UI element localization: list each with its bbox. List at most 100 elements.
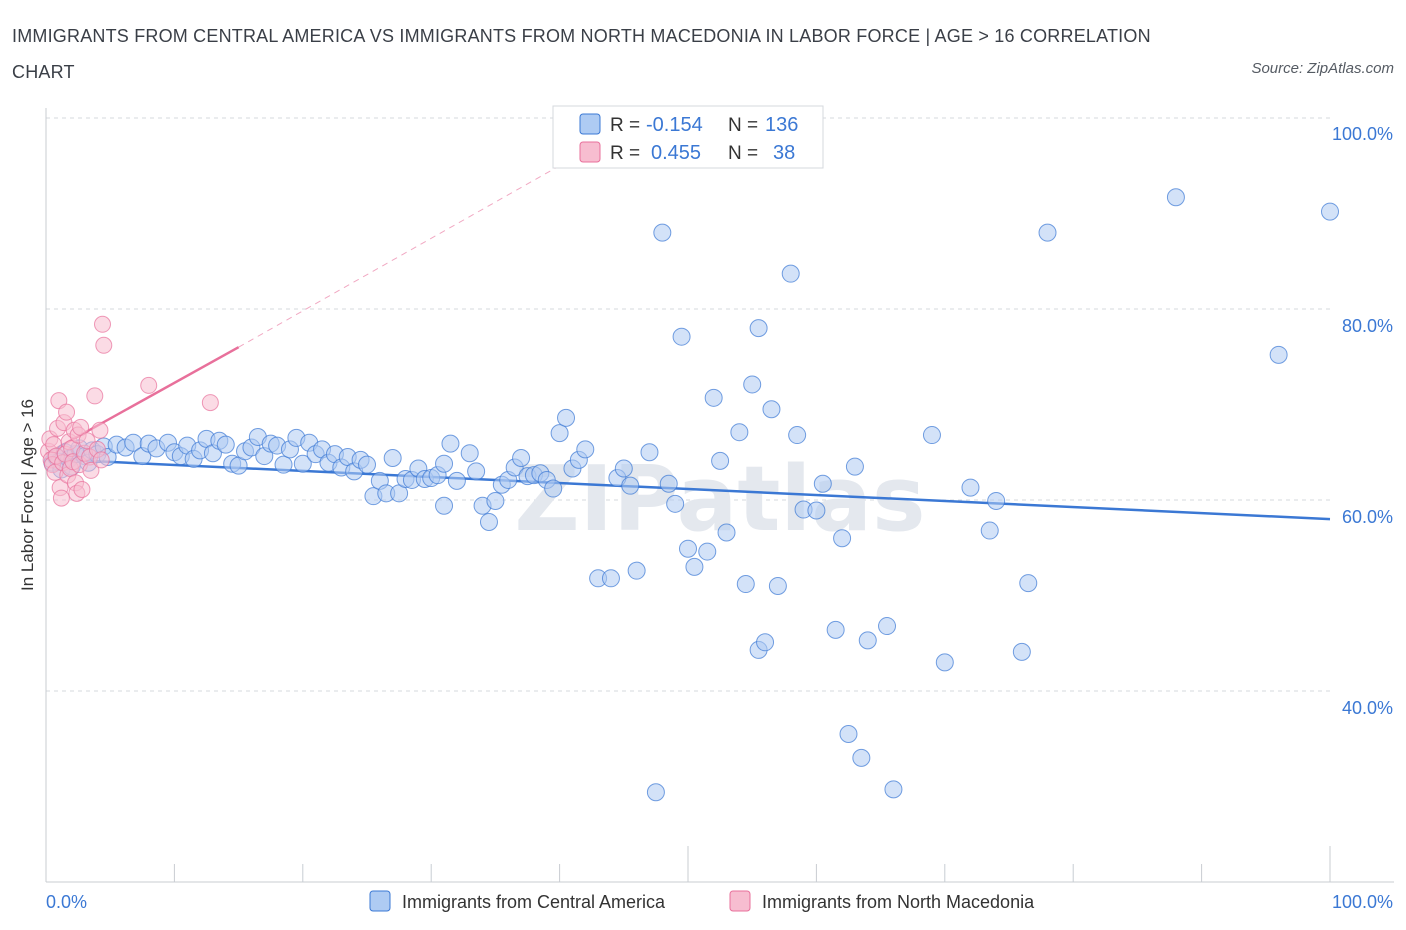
point-north-macedonia-37 — [140, 376, 158, 394]
point-central-america-126 — [922, 426, 941, 445]
point-central-america-65 — [441, 434, 460, 453]
trend-line-north-macedonia-extension — [238, 165, 560, 348]
point-central-america-64 — [435, 454, 454, 473]
point-north-macedonia-36 — [95, 336, 113, 354]
y-tick-60: 60.0% — [1342, 507, 1393, 527]
point-central-america-94 — [646, 783, 665, 802]
point-central-america-67 — [435, 496, 454, 515]
stats-legend: R = -0.154 N = 136 R = 0.455 N = 38 — [552, 105, 824, 169]
legend-n-value-2: 38 — [773, 142, 795, 164]
point-central-america-103 — [711, 451, 730, 470]
point-central-america-81 — [544, 479, 563, 498]
point-central-america-122 — [852, 748, 871, 767]
point-central-america-118 — [826, 620, 845, 639]
point-central-america-101 — [698, 542, 717, 561]
point-central-america-92 — [627, 561, 646, 580]
bottom-legend-label-central-america: Immigrants from Central America — [402, 892, 666, 912]
axes — [45, 108, 1394, 883]
point-central-america-52 — [358, 455, 376, 474]
y-tick-80: 80.0% — [1342, 316, 1393, 336]
point-central-america-129 — [980, 521, 999, 540]
point-central-america-107 — [743, 375, 762, 394]
point-central-america-111 — [762, 400, 781, 419]
point-central-america-125 — [884, 780, 903, 799]
point-central-america-96 — [659, 474, 678, 493]
point-central-america-83 — [557, 408, 576, 427]
y-tick-100: 100.0% — [1332, 124, 1393, 144]
point-central-america-102 — [704, 388, 723, 407]
bottom-legend: Immigrants from Central America Immigran… — [369, 890, 1035, 912]
point-central-america-128 — [961, 478, 980, 497]
point-central-america-88 — [601, 569, 620, 588]
legend-r-value-2: 0.455 — [651, 142, 701, 164]
point-central-america-56 — [383, 448, 402, 467]
point-central-america-86 — [576, 440, 595, 459]
legend-swatch-blue — [579, 113, 601, 135]
point-central-america-91 — [621, 476, 640, 495]
legend-r-label-2: R = — [610, 143, 640, 164]
point-central-america-136 — [1321, 202, 1339, 221]
x-tick-100: 100.0% — [1332, 892, 1393, 912]
y-axis-label: In Labor Force | Age > 16 — [18, 399, 37, 591]
point-central-america-39 — [274, 455, 293, 474]
legend-swatch-pink — [579, 141, 601, 163]
grid-lines — [46, 117, 1330, 692]
point-central-america-130 — [987, 491, 1006, 510]
legend-n-label-1: N = — [728, 115, 758, 136]
legend-n-label-2: N = — [728, 143, 758, 164]
chart-source: Source: ZipAtlas.com — [1251, 60, 1394, 77]
point-north-macedonia-34 — [92, 451, 110, 469]
point-central-america-124 — [878, 617, 897, 636]
point-north-macedonia-31 — [86, 387, 104, 405]
trend-line-central-america — [45, 457, 1331, 521]
point-central-america-42 — [293, 454, 312, 473]
point-central-america-110 — [756, 633, 775, 652]
point-central-america-76 — [512, 448, 531, 467]
point-central-america-105 — [730, 423, 749, 442]
point-central-america-120 — [839, 724, 858, 743]
point-central-america-133 — [1038, 223, 1057, 242]
point-central-america-97 — [666, 494, 685, 513]
legend-n-value-1: 136 — [765, 114, 798, 136]
point-central-america-135 — [1269, 345, 1288, 364]
point-north-macedonia-30 — [82, 461, 100, 479]
point-central-america-132 — [1019, 574, 1038, 593]
point-north-macedonia-35 — [93, 315, 111, 333]
point-central-america-134 — [1166, 188, 1185, 207]
point-central-america-109 — [749, 319, 768, 338]
point-central-america-90 — [614, 459, 633, 478]
bottom-legend-swatch-pink — [729, 890, 751, 912]
point-north-macedonia-38 — [201, 394, 219, 412]
point-central-america-116 — [807, 501, 826, 520]
point-central-america-113 — [781, 264, 800, 283]
point-central-america-68 — [460, 444, 479, 463]
point-north-macedonia-10 — [52, 489, 70, 507]
point-central-america-119 — [833, 529, 852, 548]
point-central-america-121 — [845, 457, 864, 476]
point-central-america-106 — [736, 575, 755, 594]
point-central-america-99 — [679, 539, 697, 558]
point-central-america-114 — [788, 426, 807, 445]
point-central-america-30 — [216, 435, 235, 454]
point-central-america-112 — [768, 576, 787, 595]
bottom-legend-label-north-macedonia: Immigrants from North Macedonia — [762, 892, 1035, 912]
point-central-america-104 — [717, 523, 736, 542]
point-central-america-100 — [685, 557, 704, 576]
series-central-america-points — [43, 188, 1339, 802]
point-central-america-71 — [479, 512, 498, 531]
point-central-america-69 — [467, 462, 486, 481]
point-central-america-127 — [935, 653, 954, 672]
chart-title: IMMIGRANTS FROM CENTRAL AMERICA VS IMMIG… — [12, 26, 1151, 82]
point-central-america-123 — [858, 631, 877, 650]
x-tick-0: 0.0% — [46, 892, 87, 912]
point-north-macedonia-14 — [58, 403, 76, 421]
series-north-macedonia-points — [40, 315, 219, 507]
point-north-macedonia-26 — [73, 480, 91, 498]
point-central-america-95 — [653, 223, 672, 242]
point-central-america-66 — [447, 471, 466, 490]
bottom-legend-swatch-blue — [369, 890, 391, 912]
legend-r-value-1: -0.154 — [646, 114, 703, 136]
point-north-macedonia-33 — [91, 421, 109, 439]
point-central-america-72 — [486, 491, 505, 510]
